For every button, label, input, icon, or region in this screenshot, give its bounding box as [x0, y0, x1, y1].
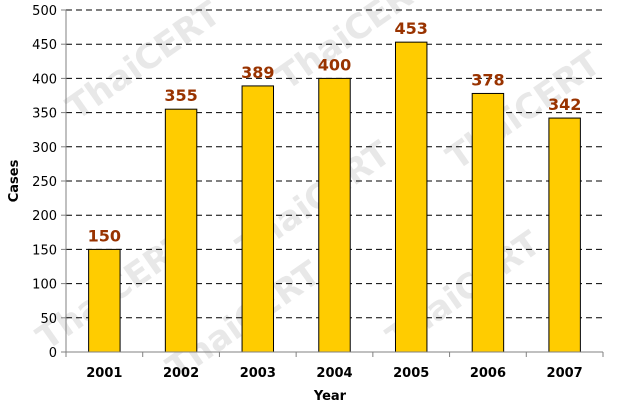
y-tick-label: 300	[32, 141, 57, 156]
y-tick-label: 250	[32, 175, 57, 190]
bar	[471, 92, 505, 353]
data-label: 400	[318, 55, 351, 74]
data-label: 378	[471, 70, 504, 89]
data-label: 150	[88, 226, 121, 245]
y-tick-label: 500	[32, 4, 57, 19]
data-label: 453	[395, 19, 428, 38]
y-tick-label: 100	[32, 278, 57, 293]
x-tick-label: 2006	[470, 366, 506, 381]
data-labels-layer: 150 355 389 400 453 378 342	[88, 19, 582, 245]
watermark-logo-text: ThaiCERT	[439, 43, 608, 178]
data-label: 355	[164, 86, 197, 105]
y-tick-label: 450	[32, 38, 57, 53]
x-tick-label: 2001	[86, 366, 122, 381]
bar	[164, 108, 198, 353]
axes-layer: 0 50 100 150 200 250 300 350 400 450 500 2001 2002 20…	[32, 4, 604, 381]
bar	[548, 117, 581, 353]
x-tick-label: 2007	[547, 366, 583, 381]
x-tick-label: 2005	[393, 366, 429, 381]
bar	[88, 248, 121, 353]
bar	[394, 41, 428, 353]
y-tick-label: 0	[49, 346, 57, 361]
y-tick-label: 350	[32, 107, 57, 122]
bar	[318, 77, 351, 353]
data-label: 342	[548, 95, 581, 114]
y-tick-label: 400	[32, 72, 57, 87]
watermark-logo-text: ThaiCERT	[59, 0, 228, 128]
y-axis-label: Cases	[7, 159, 22, 202]
x-tick-label: 2004	[316, 366, 352, 381]
x-axis-label: Year	[313, 389, 347, 404]
y-tick-label: 50	[40, 312, 57, 327]
bars-layer	[88, 41, 581, 353]
bar	[241, 85, 275, 353]
data-label: 389	[241, 63, 274, 82]
x-tick-label: 2002	[163, 366, 199, 381]
x-tick-label: 2003	[240, 366, 276, 381]
y-tick-label: 200	[32, 209, 57, 224]
y-tick-label: 150	[32, 243, 57, 258]
